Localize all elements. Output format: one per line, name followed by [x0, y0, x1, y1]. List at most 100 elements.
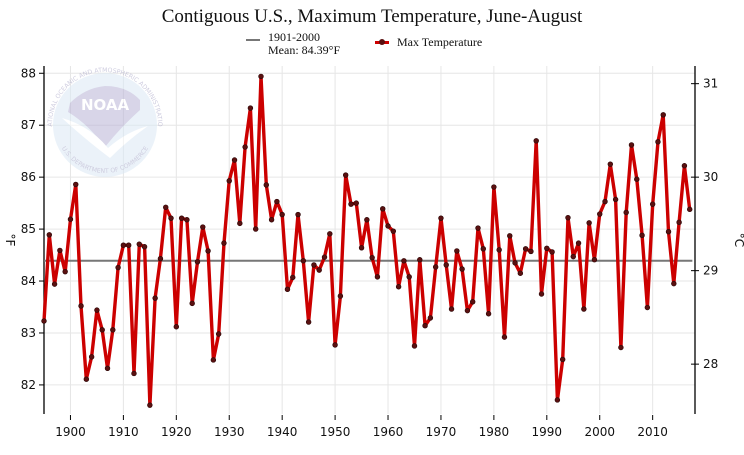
data-point [454, 248, 460, 254]
data-point [634, 176, 640, 182]
x-tick-label: 1980 [479, 425, 510, 439]
data-point [125, 242, 132, 248]
y-tick-label: 86 [21, 170, 36, 184]
x-tick-label: 1950 [320, 425, 351, 439]
data-point [586, 220, 592, 226]
data-point [507, 233, 513, 239]
data-point [337, 293, 344, 299]
noaa-watermark-text: NOAA [81, 96, 130, 114]
data-point [406, 274, 412, 280]
data-point [660, 112, 666, 118]
data-point [141, 244, 148, 250]
noaa-watermark-logo: NOAA NATIONAL OCEANIC AND ATMOSPHERIC AD… [0, 0, 163, 177]
data-point [136, 241, 142, 247]
data-point [94, 307, 100, 313]
data-point [432, 264, 439, 270]
data-point [41, 318, 47, 324]
data-point [332, 342, 338, 348]
data-point [512, 260, 518, 266]
data-point [178, 215, 185, 221]
data-point [390, 228, 397, 234]
data-point [46, 232, 52, 238]
data-point [644, 304, 651, 311]
data-point [501, 334, 508, 340]
data-point [565, 214, 571, 221]
data-point [78, 303, 84, 309]
data-point [427, 315, 434, 321]
data-point [73, 181, 79, 188]
data-point [242, 144, 248, 150]
data-point [163, 204, 169, 210]
data-point [57, 247, 63, 254]
data-point [607, 161, 614, 167]
data-point [131, 370, 137, 377]
data-point [226, 178, 232, 184]
data-point [104, 365, 111, 371]
chart-title: Contiguous U.S., Maximum Temperature, Ju… [161, 6, 583, 27]
data-point [597, 211, 603, 217]
data-point [480, 246, 486, 252]
data-point [533, 138, 539, 144]
data-point [522, 246, 529, 252]
grid [44, 66, 695, 414]
y-tick-label-right: 29 [703, 264, 718, 278]
x-tick-label: 1900 [55, 425, 86, 439]
data-point [247, 105, 254, 111]
data-point [422, 323, 428, 329]
y-axis-label-fahrenheit: °F [3, 234, 17, 247]
data-point [602, 198, 608, 205]
data-point [221, 240, 227, 246]
data-point [411, 343, 418, 349]
data-point [628, 142, 635, 148]
data-point [671, 280, 677, 287]
series-max-temperature [41, 73, 693, 408]
data-point [364, 217, 370, 223]
data-point [253, 226, 259, 232]
data-point [464, 307, 471, 314]
data-point [401, 258, 407, 264]
data-point [549, 249, 555, 255]
max-temperature-marker [379, 39, 385, 45]
data-point [99, 327, 105, 333]
data-point [417, 257, 423, 263]
data-point [559, 356, 566, 363]
data-point [448, 306, 455, 312]
data-point [237, 220, 243, 227]
data-point [290, 274, 296, 281]
data-point [438, 215, 444, 221]
y-axis-label-celsius: °C [732, 233, 744, 247]
x-tick-label: 1920 [161, 425, 192, 439]
data-point [544, 245, 550, 252]
data-point [575, 240, 582, 246]
data-point [369, 254, 375, 261]
data-point [67, 216, 74, 222]
data-point [321, 254, 328, 260]
data-point [612, 196, 619, 203]
data-point [385, 223, 391, 229]
data-point [184, 217, 190, 223]
data-point [591, 257, 598, 263]
data-point [395, 284, 402, 290]
data-point [173, 324, 180, 330]
data-point [258, 73, 264, 80]
data-point [120, 242, 127, 248]
data-point [353, 200, 359, 206]
y-tick-label-right: 30 [703, 170, 718, 184]
data-point [189, 300, 195, 307]
data-point [62, 268, 68, 275]
data-point [268, 217, 275, 223]
y-tick-label: 83 [21, 326, 36, 340]
data-point [517, 270, 524, 276]
data-point [475, 225, 481, 231]
legend-mean-value: Mean: 84.39°F [268, 43, 341, 57]
data-point [459, 266, 465, 272]
data-point [618, 344, 624, 351]
data-point [470, 299, 476, 305]
data-point [649, 201, 656, 207]
data-point [570, 253, 576, 260]
data-point [88, 354, 95, 360]
data-point [83, 376, 90, 382]
data-point [358, 245, 365, 251]
data-point [623, 209, 629, 216]
data-point [342, 172, 349, 178]
